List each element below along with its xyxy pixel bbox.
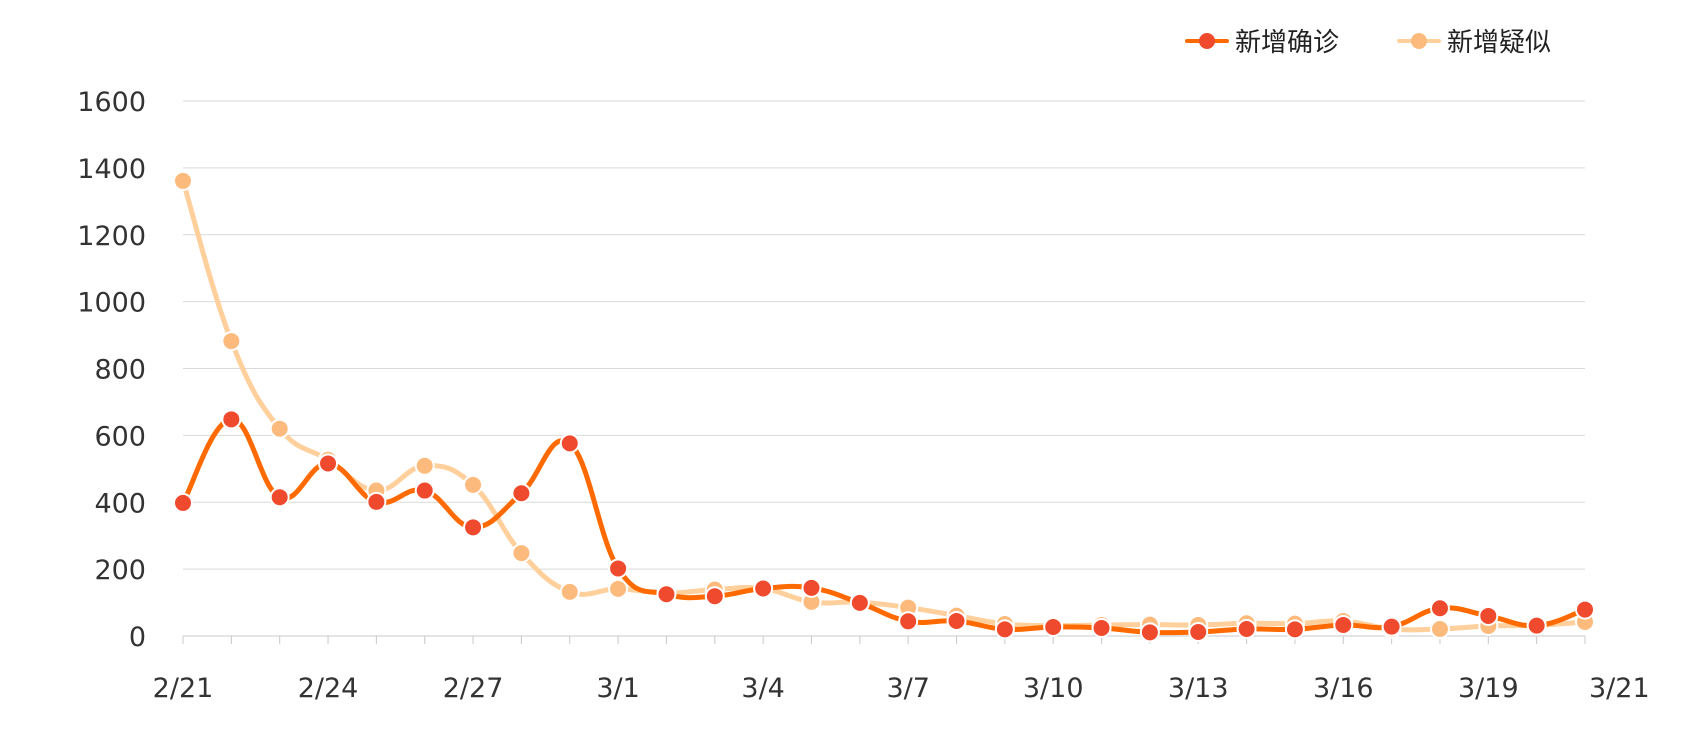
x-tick-label: 3/4	[741, 673, 784, 704]
y-tick-label: 1000	[77, 288, 146, 319]
y-tick-label: 1400	[77, 154, 146, 185]
data-point-confirmed[interactable]	[1526, 615, 1547, 636]
data-point-confirmed[interactable]	[1575, 599, 1595, 620]
y-tick-label: 200	[94, 555, 146, 586]
legend-swatch-confirmed	[1184, 31, 1229, 51]
data-point-confirmed[interactable]	[366, 491, 387, 512]
data-point-confirmed[interactable]	[269, 487, 290, 508]
data-point-suspected[interactable]	[463, 474, 484, 495]
y-tick-label: 400	[94, 488, 146, 519]
x-tick-label: 3/19	[1458, 673, 1519, 704]
y-tick-label: 800	[94, 355, 146, 386]
data-point-suspected[interactable]	[173, 170, 193, 191]
data-point-confirmed[interactable]	[1091, 617, 1112, 638]
data-point-confirmed[interactable]	[801, 577, 822, 598]
x-tick-label: 3/7	[886, 673, 929, 704]
legend-label-suspected: 新增疑似	[1446, 28, 1551, 58]
x-tick-label: 3/13	[1168, 673, 1229, 704]
data-point-confirmed[interactable]	[414, 480, 435, 501]
x-tick-label: 2/21	[153, 673, 214, 704]
x-tick-label: 3/21	[1589, 673, 1650, 704]
y-tick-label: 0	[129, 622, 146, 653]
data-point-confirmed[interactable]	[608, 558, 629, 579]
data-point-confirmed[interactable]	[463, 517, 484, 538]
legend-swatch-suspected	[1396, 31, 1441, 51]
x-axis: 2/21 2/24 2/27 3/1 3/4 3/7 3/10 3/13 3/16 3/19 3/2…	[153, 636, 1650, 704]
data-point-confirmed[interactable]	[559, 433, 580, 454]
data-point-confirmed[interactable]	[1381, 616, 1402, 637]
series-lines	[180, 178, 1588, 636]
data-point-confirmed[interactable]	[221, 409, 242, 430]
series-points	[173, 170, 1595, 643]
data-point-confirmed[interactable]	[1043, 616, 1064, 637]
x-tick-label: 3/1	[596, 673, 639, 704]
data-point-confirmed[interactable]	[1478, 605, 1499, 626]
data-point-suspected[interactable]	[269, 418, 290, 439]
data-point-confirmed[interactable]	[173, 492, 193, 513]
data-point-confirmed[interactable]	[511, 483, 532, 504]
legend-label-confirmed: 新增确诊	[1234, 28, 1339, 58]
data-point-suspected[interactable]	[511, 543, 532, 564]
y-tick-label: 600	[94, 421, 146, 452]
y-tick-label: 1600	[77, 87, 146, 118]
data-point-confirmed[interactable]	[1139, 622, 1160, 643]
data-point-confirmed[interactable]	[946, 610, 967, 631]
data-point-confirmed[interactable]	[656, 584, 677, 605]
data-point-confirmed[interactable]	[1188, 621, 1209, 642]
x-tick-label: 3/10	[1023, 673, 1084, 704]
legend-item-suspected[interactable]: 新增疑似	[1396, 22, 1551, 59]
data-point-confirmed[interactable]	[849, 592, 870, 613]
grid-lines	[183, 100, 1585, 637]
data-point-confirmed[interactable]	[1236, 618, 1257, 639]
data-point-confirmed[interactable]	[1333, 614, 1354, 635]
legend-item-confirmed[interactable]: 新增确诊	[1184, 22, 1339, 59]
series-line-confirmed	[180, 416, 1588, 636]
data-point-confirmed[interactable]	[318, 453, 339, 474]
data-point-suspected[interactable]	[608, 578, 629, 599]
data-point-confirmed[interactable]	[898, 611, 919, 632]
y-tick-label: 1200	[77, 221, 146, 252]
x-tick-label: 2/27	[443, 673, 504, 704]
data-point-suspected[interactable]	[221, 331, 242, 352]
chart-legend: 新增确诊 新增疑似	[1184, 22, 1551, 59]
x-tick-label: 2/24	[298, 673, 359, 704]
data-point-suspected[interactable]	[559, 581, 580, 602]
data-point-confirmed[interactable]	[704, 586, 725, 607]
x-tick-label: 3/16	[1313, 673, 1374, 704]
y-axis-ticks: 0 200 400 600 800 1000 1200 1400 1600	[77, 87, 146, 653]
data-point-confirmed[interactable]	[1284, 619, 1305, 640]
data-point-suspected[interactable]	[1429, 618, 1450, 639]
data-point-confirmed[interactable]	[1429, 598, 1450, 619]
data-point-confirmed[interactable]	[753, 578, 774, 599]
series-line-suspected	[180, 178, 1588, 633]
data-point-suspected[interactable]	[414, 455, 435, 476]
data-point-confirmed[interactable]	[994, 619, 1015, 640]
